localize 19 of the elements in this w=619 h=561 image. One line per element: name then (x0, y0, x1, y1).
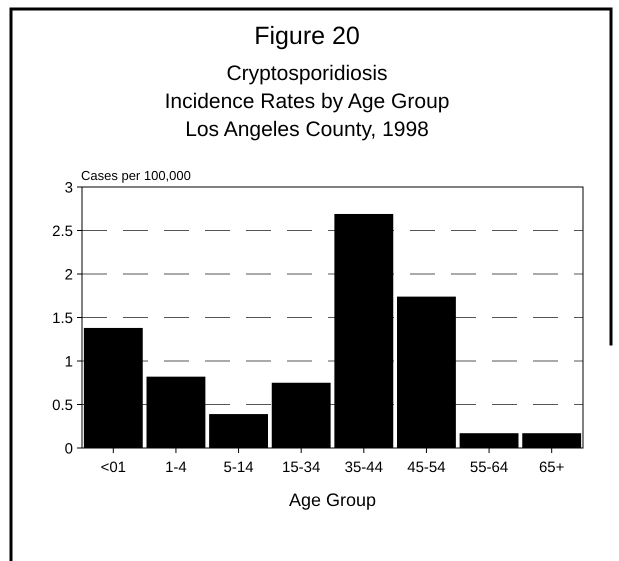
y-tick-label: 3 (64, 179, 73, 196)
x-tick-label: 35-44 (344, 459, 383, 476)
x-tick-label: 55-64 (470, 459, 508, 476)
x-tick-label: <01 (100, 459, 126, 476)
y-tick-label: 2 (64, 266, 73, 284)
y-tick-label: 0 (64, 440, 73, 458)
y-tick-label: 0.5 (52, 396, 73, 414)
x-tick-label: 45-54 (407, 459, 446, 476)
y-axis-title: Cases per 100,000 (81, 168, 191, 183)
y-tick-label: 2.5 (52, 222, 73, 240)
x-tick-label: 65+ (538, 459, 565, 476)
x-tick-label: 15-34 (282, 459, 320, 476)
y-tick-label: 1 (64, 353, 73, 370)
chart-subtitle: Cryptosporidiosis Incidence Rates by Age Group Los Angeles County, 1998 (164, 62, 450, 141)
x-tick-label: 5-14 (224, 459, 254, 476)
x-tick-label: 1-4 (165, 459, 187, 476)
y-tick-label: 1.5 (52, 310, 73, 327)
chart-title: Figure 20 (254, 22, 360, 50)
x-axis-title: Age Group (288, 490, 376, 510)
